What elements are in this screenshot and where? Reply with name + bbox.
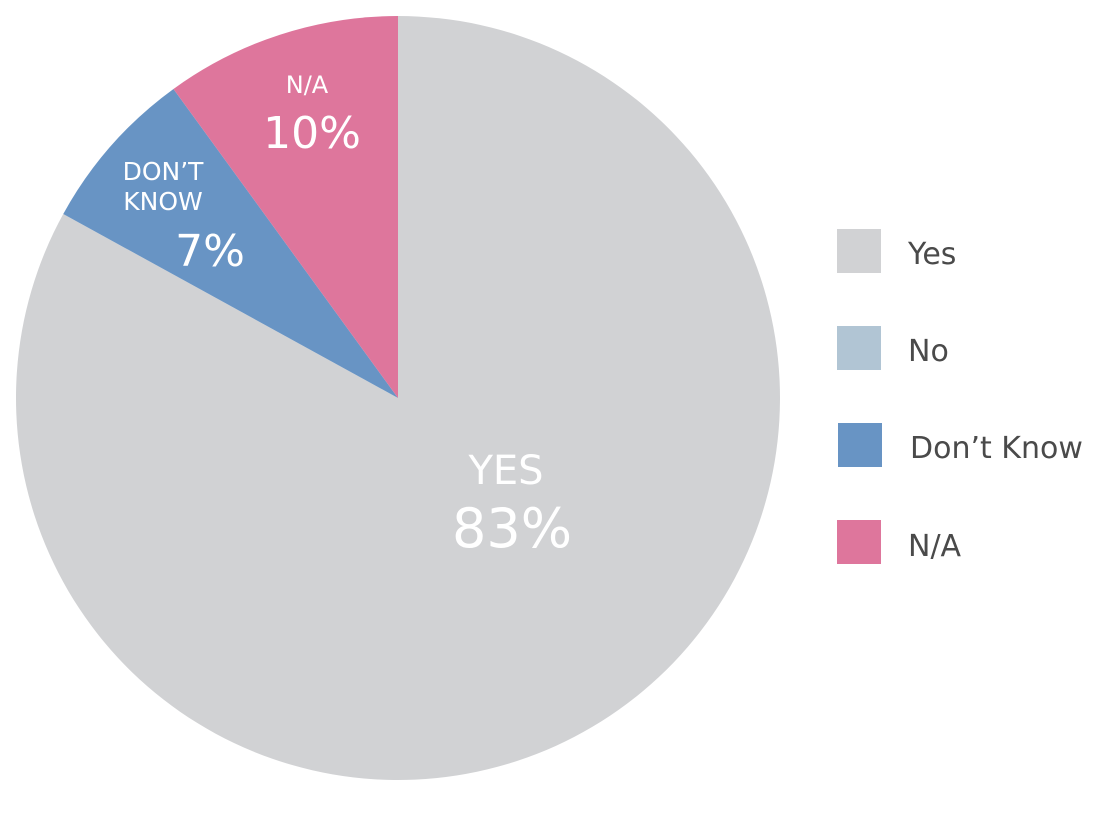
slice-label-yes: YES (467, 448, 543, 494)
legend-label-dont-know: Don’t Know (910, 431, 1083, 466)
legend-label-na: N/A (908, 529, 962, 564)
legend: Yes No Don’t Know N/A (837, 229, 1083, 564)
legend-swatch-dont-know (838, 423, 882, 467)
legend-swatch-na (837, 520, 881, 564)
slice-label-na: N/A (286, 71, 329, 99)
legend-label-yes: Yes (907, 237, 956, 272)
slice-value-dont-know: 7% (175, 226, 245, 277)
legend-label-no: No (908, 334, 949, 369)
pie-slice-yes (16, 16, 780, 780)
slice-value-yes: 83% (452, 497, 572, 560)
pie-slice-don-t-know (63, 88, 398, 398)
slice-value-na: 10% (263, 108, 361, 159)
slice-label-dont-know-line2: KNOW (123, 187, 203, 216)
slice-label-dont-know-line1: DON’T (123, 157, 205, 186)
legend-swatch-yes (837, 229, 881, 273)
legend-swatch-no (837, 326, 881, 370)
pie-slice-labels: YES 83% DON’T KNOW 7% N/A 10% (123, 71, 572, 560)
pie-slice-n-a (173, 16, 398, 398)
pie-slices (16, 16, 780, 780)
